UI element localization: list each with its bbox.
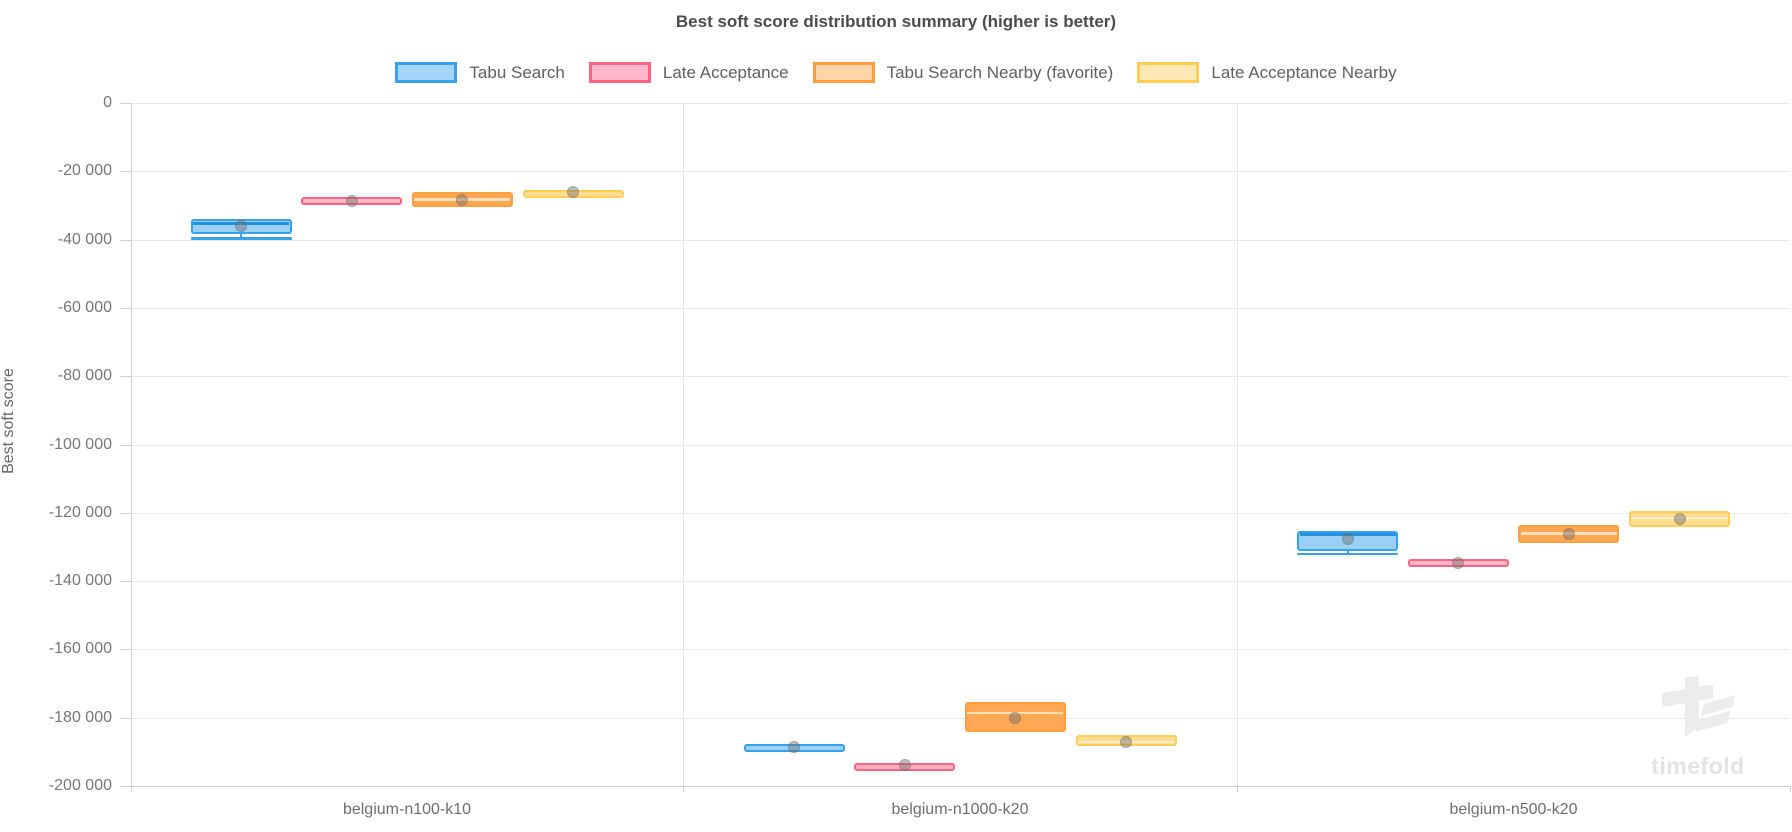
chart-title: Best soft score distribution summary (hi… bbox=[675, 12, 1117, 31]
y-axis-tick bbox=[120, 239, 131, 241]
y-axis-line bbox=[131, 103, 132, 792]
legend-swatch-icon bbox=[812, 62, 875, 83]
mean-dot bbox=[788, 741, 800, 754]
mean-dot bbox=[456, 193, 469, 206]
gridline bbox=[131, 717, 1790, 719]
y-axis-tick-label: -200 000 bbox=[48, 777, 112, 794]
legend-item-2[interactable]: Tabu Search Nearby (favorite) bbox=[812, 62, 1114, 83]
y-axis-tick-label: -120 000 bbox=[48, 503, 112, 521]
legend-label: Late Acceptance bbox=[662, 62, 789, 82]
chart-legend: Tabu Search Late Acceptance Tabu Search Ne… bbox=[0, 62, 1792, 83]
gridline bbox=[131, 786, 1790, 787]
legend-swatch-icon bbox=[1137, 62, 1200, 83]
gridline bbox=[131, 376, 1790, 378]
whisker-line bbox=[240, 234, 242, 239]
y-axis-tick-label: 0 bbox=[103, 94, 112, 111]
x-axis-tick bbox=[683, 786, 684, 792]
mean-dot bbox=[345, 194, 358, 207]
gridline bbox=[131, 103, 1790, 104]
y-axis-tick-label: -180 000 bbox=[48, 708, 112, 726]
whisker-line bbox=[1346, 551, 1349, 555]
legend-label: Tabu Search bbox=[469, 62, 565, 82]
gridline bbox=[131, 512, 1790, 514]
legend-label: Tabu Search Nearby (favorite) bbox=[886, 62, 1114, 82]
legend-item-0[interactable]: Tabu Search bbox=[395, 62, 565, 83]
mean-dot bbox=[1562, 527, 1575, 540]
mean-dot bbox=[235, 219, 247, 232]
gridline bbox=[131, 239, 1790, 241]
gridline bbox=[131, 307, 1790, 309]
y-axis-tick bbox=[120, 581, 131, 583]
y-axis-tick bbox=[120, 786, 131, 787]
x-axis-label: belgium-n1000-k20 bbox=[891, 801, 1029, 818]
mean-dot bbox=[1120, 735, 1133, 748]
gridline bbox=[131, 444, 1790, 446]
y-axis-tick-label: -60 000 bbox=[57, 298, 112, 316]
gridline bbox=[131, 581, 1790, 583]
legend-item-3[interactable]: Late Acceptance Nearby bbox=[1137, 62, 1397, 83]
mean-dot bbox=[1009, 712, 1022, 725]
timefold-logo bbox=[1662, 675, 1736, 737]
x-axis-tick bbox=[1237, 786, 1238, 792]
x-axis-label: belgium-n500-k20 bbox=[1449, 801, 1578, 818]
y-axis-tick bbox=[120, 171, 131, 173]
y-axis-tick bbox=[120, 444, 131, 446]
watermark: timefold bbox=[1628, 674, 1768, 780]
y-axis-tick bbox=[120, 512, 131, 514]
gridline bbox=[131, 649, 1790, 651]
whisker-cap bbox=[1297, 552, 1398, 556]
mean-dot bbox=[567, 186, 580, 199]
whisker-cap bbox=[190, 237, 292, 240]
y-axis-tick-label: -140 000 bbox=[48, 572, 112, 590]
x-axis-tick bbox=[1790, 786, 1791, 792]
x-axis-label: belgium-n100-k10 bbox=[342, 801, 472, 818]
y-axis-tick bbox=[120, 717, 131, 719]
y-axis-tick bbox=[120, 307, 131, 309]
legend-item-1[interactable]: Late Acceptance bbox=[588, 62, 789, 83]
y-axis-tick bbox=[120, 103, 131, 104]
mean-dot bbox=[1673, 513, 1686, 526]
facet-divider bbox=[683, 103, 684, 792]
mean-dot bbox=[1341, 532, 1354, 545]
legend-swatch-icon bbox=[588, 62, 651, 83]
legend-label: Late Acceptance Nearby bbox=[1211, 62, 1397, 82]
y-axis-tick bbox=[120, 376, 131, 378]
x-axis-tick bbox=[131, 786, 132, 792]
mean-dot bbox=[1452, 557, 1465, 569]
facet-divider bbox=[1237, 103, 1238, 792]
gridline bbox=[131, 171, 1790, 173]
y-axis-tick-label: -80 000 bbox=[57, 367, 112, 385]
y-axis-tick bbox=[120, 649, 131, 651]
y-axis-tick-label: -20 000 bbox=[57, 162, 112, 180]
mean-dot bbox=[898, 759, 911, 772]
legend-swatch-icon bbox=[395, 62, 458, 83]
watermark-text: timefold bbox=[1651, 753, 1745, 779]
y-axis-tick-label: -40 000 bbox=[57, 230, 112, 248]
y-axis-tick-label: -160 000 bbox=[48, 640, 112, 658]
y-axis-tick-label: -100 000 bbox=[48, 435, 112, 453]
